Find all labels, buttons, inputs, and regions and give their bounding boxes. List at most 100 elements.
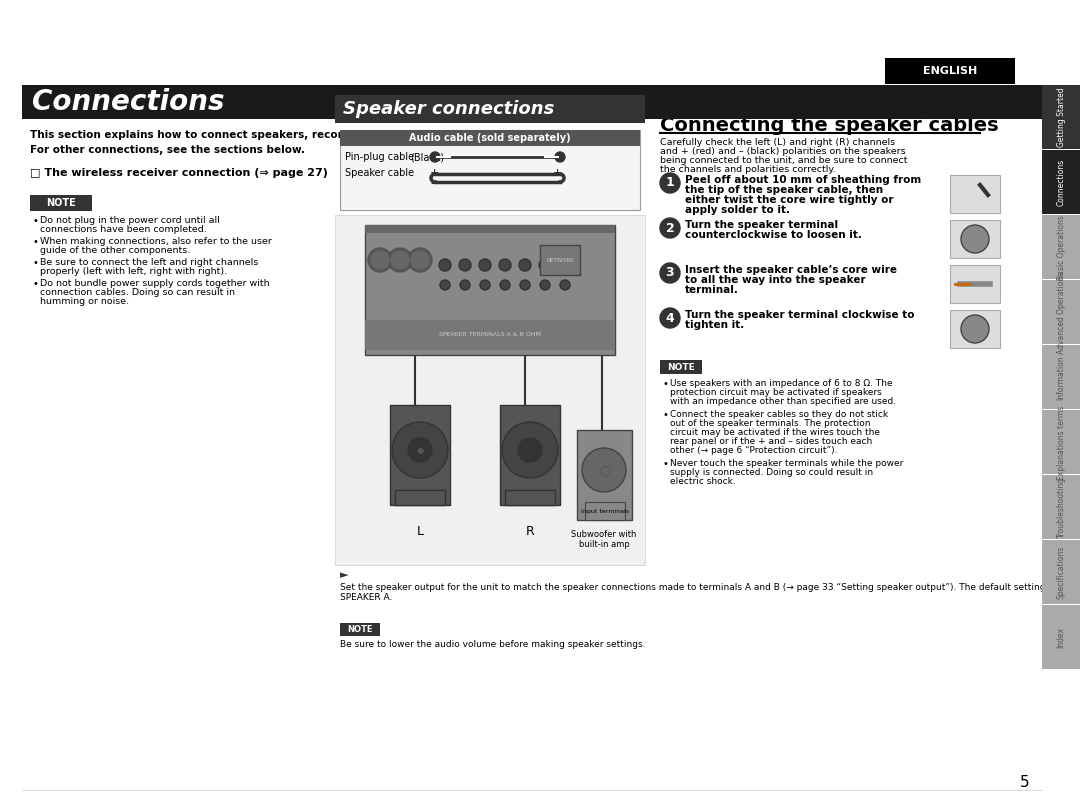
Text: counterclockwise to loosen it.: counterclockwise to loosen it.	[685, 230, 862, 240]
Bar	[950, 310, 1000, 348]
Circle shape	[408, 248, 432, 272]
Text: connections have been completed.: connections have been completed.	[40, 225, 206, 234]
Text: 1: 1	[665, 176, 674, 190]
Bar	[505, 490, 555, 505]
Text: properly (left with left, right with right).: properly (left with left, right with rig…	[40, 267, 227, 276]
Text: NOTE: NOTE	[667, 363, 694, 372]
Bar	[1042, 410, 1080, 474]
Bar	[500, 405, 561, 505]
Text: NOTE: NOTE	[46, 198, 76, 208]
Bar	[577, 430, 632, 520]
Text: •: •	[663, 410, 669, 420]
Circle shape	[372, 251, 389, 269]
Bar	[1042, 280, 1080, 344]
Bar	[1042, 540, 1080, 604]
Bar	[950, 265, 1000, 303]
Text: Basic Operations: Basic Operations	[1056, 215, 1066, 280]
Bar	[30, 195, 92, 211]
Text: Troubleshooting: Troubleshooting	[1056, 477, 1066, 538]
Circle shape	[440, 280, 450, 290]
Bar	[585, 502, 625, 520]
Text: out of the speaker terminals. The protection: out of the speaker terminals. The protec…	[670, 419, 870, 428]
Text: 3: 3	[665, 267, 674, 280]
Bar	[540, 245, 580, 275]
Text: Pin-plug cable: Pin-plug cable	[345, 152, 414, 162]
Text: •: •	[663, 459, 669, 469]
Text: Subwoofer with
built-in amp: Subwoofer with built-in amp	[571, 530, 637, 549]
Text: Information: Information	[1056, 355, 1066, 400]
Text: Connections: Connections	[1056, 159, 1066, 206]
Circle shape	[430, 152, 440, 162]
Circle shape	[555, 152, 565, 162]
Text: ●: ●	[417, 445, 423, 454]
Text: apply solder to it.: apply solder to it.	[685, 205, 789, 215]
Circle shape	[582, 448, 626, 492]
Bar	[1042, 215, 1080, 279]
Circle shape	[518, 438, 542, 462]
Circle shape	[438, 259, 451, 271]
Text: Index: Index	[1056, 627, 1066, 648]
Circle shape	[660, 263, 680, 283]
Circle shape	[408, 438, 432, 462]
Text: Connections: Connections	[32, 88, 225, 116]
Text: SPEAKER TERMINALS A & B OHM: SPEAKER TERMINALS A & B OHM	[438, 332, 541, 337]
Bar	[1042, 475, 1080, 539]
Text: Use speakers with an impedance of 6 to 8 Ω. The: Use speakers with an impedance of 6 to 8…	[670, 379, 893, 388]
Circle shape	[411, 251, 429, 269]
Text: the tip of the speaker cable, then: the tip of the speaker cable, then	[685, 185, 883, 195]
Circle shape	[540, 280, 550, 290]
Text: Speaker connections: Speaker connections	[343, 100, 554, 118]
Circle shape	[460, 280, 470, 290]
Text: (Black): (Black)	[410, 152, 444, 162]
Bar	[22, 85, 1042, 119]
Text: terminal.: terminal.	[685, 285, 739, 295]
Circle shape	[480, 259, 491, 271]
Text: protection circuit may be activated if speakers: protection circuit may be activated if s…	[670, 388, 881, 397]
Circle shape	[519, 259, 531, 271]
Circle shape	[502, 422, 558, 478]
Bar	[1042, 85, 1080, 149]
Text: Turn the speaker terminal clockwise to: Turn the speaker terminal clockwise to	[685, 310, 915, 320]
Text: Explanations terms: Explanations terms	[1056, 405, 1066, 480]
Bar	[340, 623, 380, 636]
Text: +: +	[430, 168, 440, 178]
Bar	[390, 405, 450, 505]
Bar	[885, 58, 1015, 84]
Text: Input terminals: Input terminals	[581, 509, 629, 513]
Text: Insert the speaker cable’s core wire: Insert the speaker cable’s core wire	[685, 265, 897, 275]
Bar	[340, 130, 640, 210]
Bar	[365, 225, 615, 355]
Text: being connected to the unit, and be sure to connect: being connected to the unit, and be sure…	[660, 156, 907, 165]
Circle shape	[961, 315, 989, 343]
Text: Be sure to lower the audio volume before making speaker settings.: Be sure to lower the audio volume before…	[340, 640, 646, 649]
Text: When making connections, also refer to the user: When making connections, also refer to t…	[40, 237, 272, 246]
Text: Be sure to connect the left and right channels: Be sure to connect the left and right ch…	[40, 258, 258, 267]
Text: circuit may be activated if the wires touch the: circuit may be activated if the wires to…	[670, 428, 880, 437]
Text: 5: 5	[1020, 775, 1029, 790]
Bar	[950, 175, 1000, 213]
Text: •: •	[33, 216, 39, 226]
Circle shape	[660, 218, 680, 238]
Text: Never touch the speaker terminals while the power: Never touch the speaker terminals while …	[670, 459, 903, 468]
Bar	[365, 320, 615, 350]
Bar	[365, 225, 615, 233]
Text: Carefully check the left (L) and right (R) channels: Carefully check the left (L) and right (…	[660, 138, 895, 147]
Text: ►: ►	[340, 570, 349, 580]
Text: Advanced Operations: Advanced Operations	[1056, 272, 1066, 354]
Circle shape	[500, 280, 510, 290]
Text: For other connections, see the sections below.: For other connections, see the sections …	[30, 145, 305, 155]
Text: –: –	[430, 178, 435, 188]
Text: Connecting the speaker cables: Connecting the speaker cables	[660, 116, 999, 135]
Circle shape	[561, 280, 570, 290]
Text: This section explains how to connect speakers, recording equipment, antennas and: This section explains how to connect spe…	[30, 130, 580, 140]
Text: •: •	[33, 237, 39, 247]
Text: 2: 2	[665, 222, 674, 235]
Bar	[1042, 345, 1080, 409]
Text: ENGLISH: ENGLISH	[923, 66, 977, 76]
Text: Connect the speaker cables so they do not stick: Connect the speaker cables so they do no…	[670, 410, 888, 419]
Text: □ The wireless receiver connection (⇒ page 27): □ The wireless receiver connection (⇒ pa…	[30, 168, 328, 178]
Circle shape	[559, 259, 571, 271]
Text: connection cables. Doing so can result in: connection cables. Doing so can result i…	[40, 288, 235, 297]
Text: •: •	[33, 258, 39, 268]
Text: to all the way into the speaker: to all the way into the speaker	[685, 275, 866, 285]
